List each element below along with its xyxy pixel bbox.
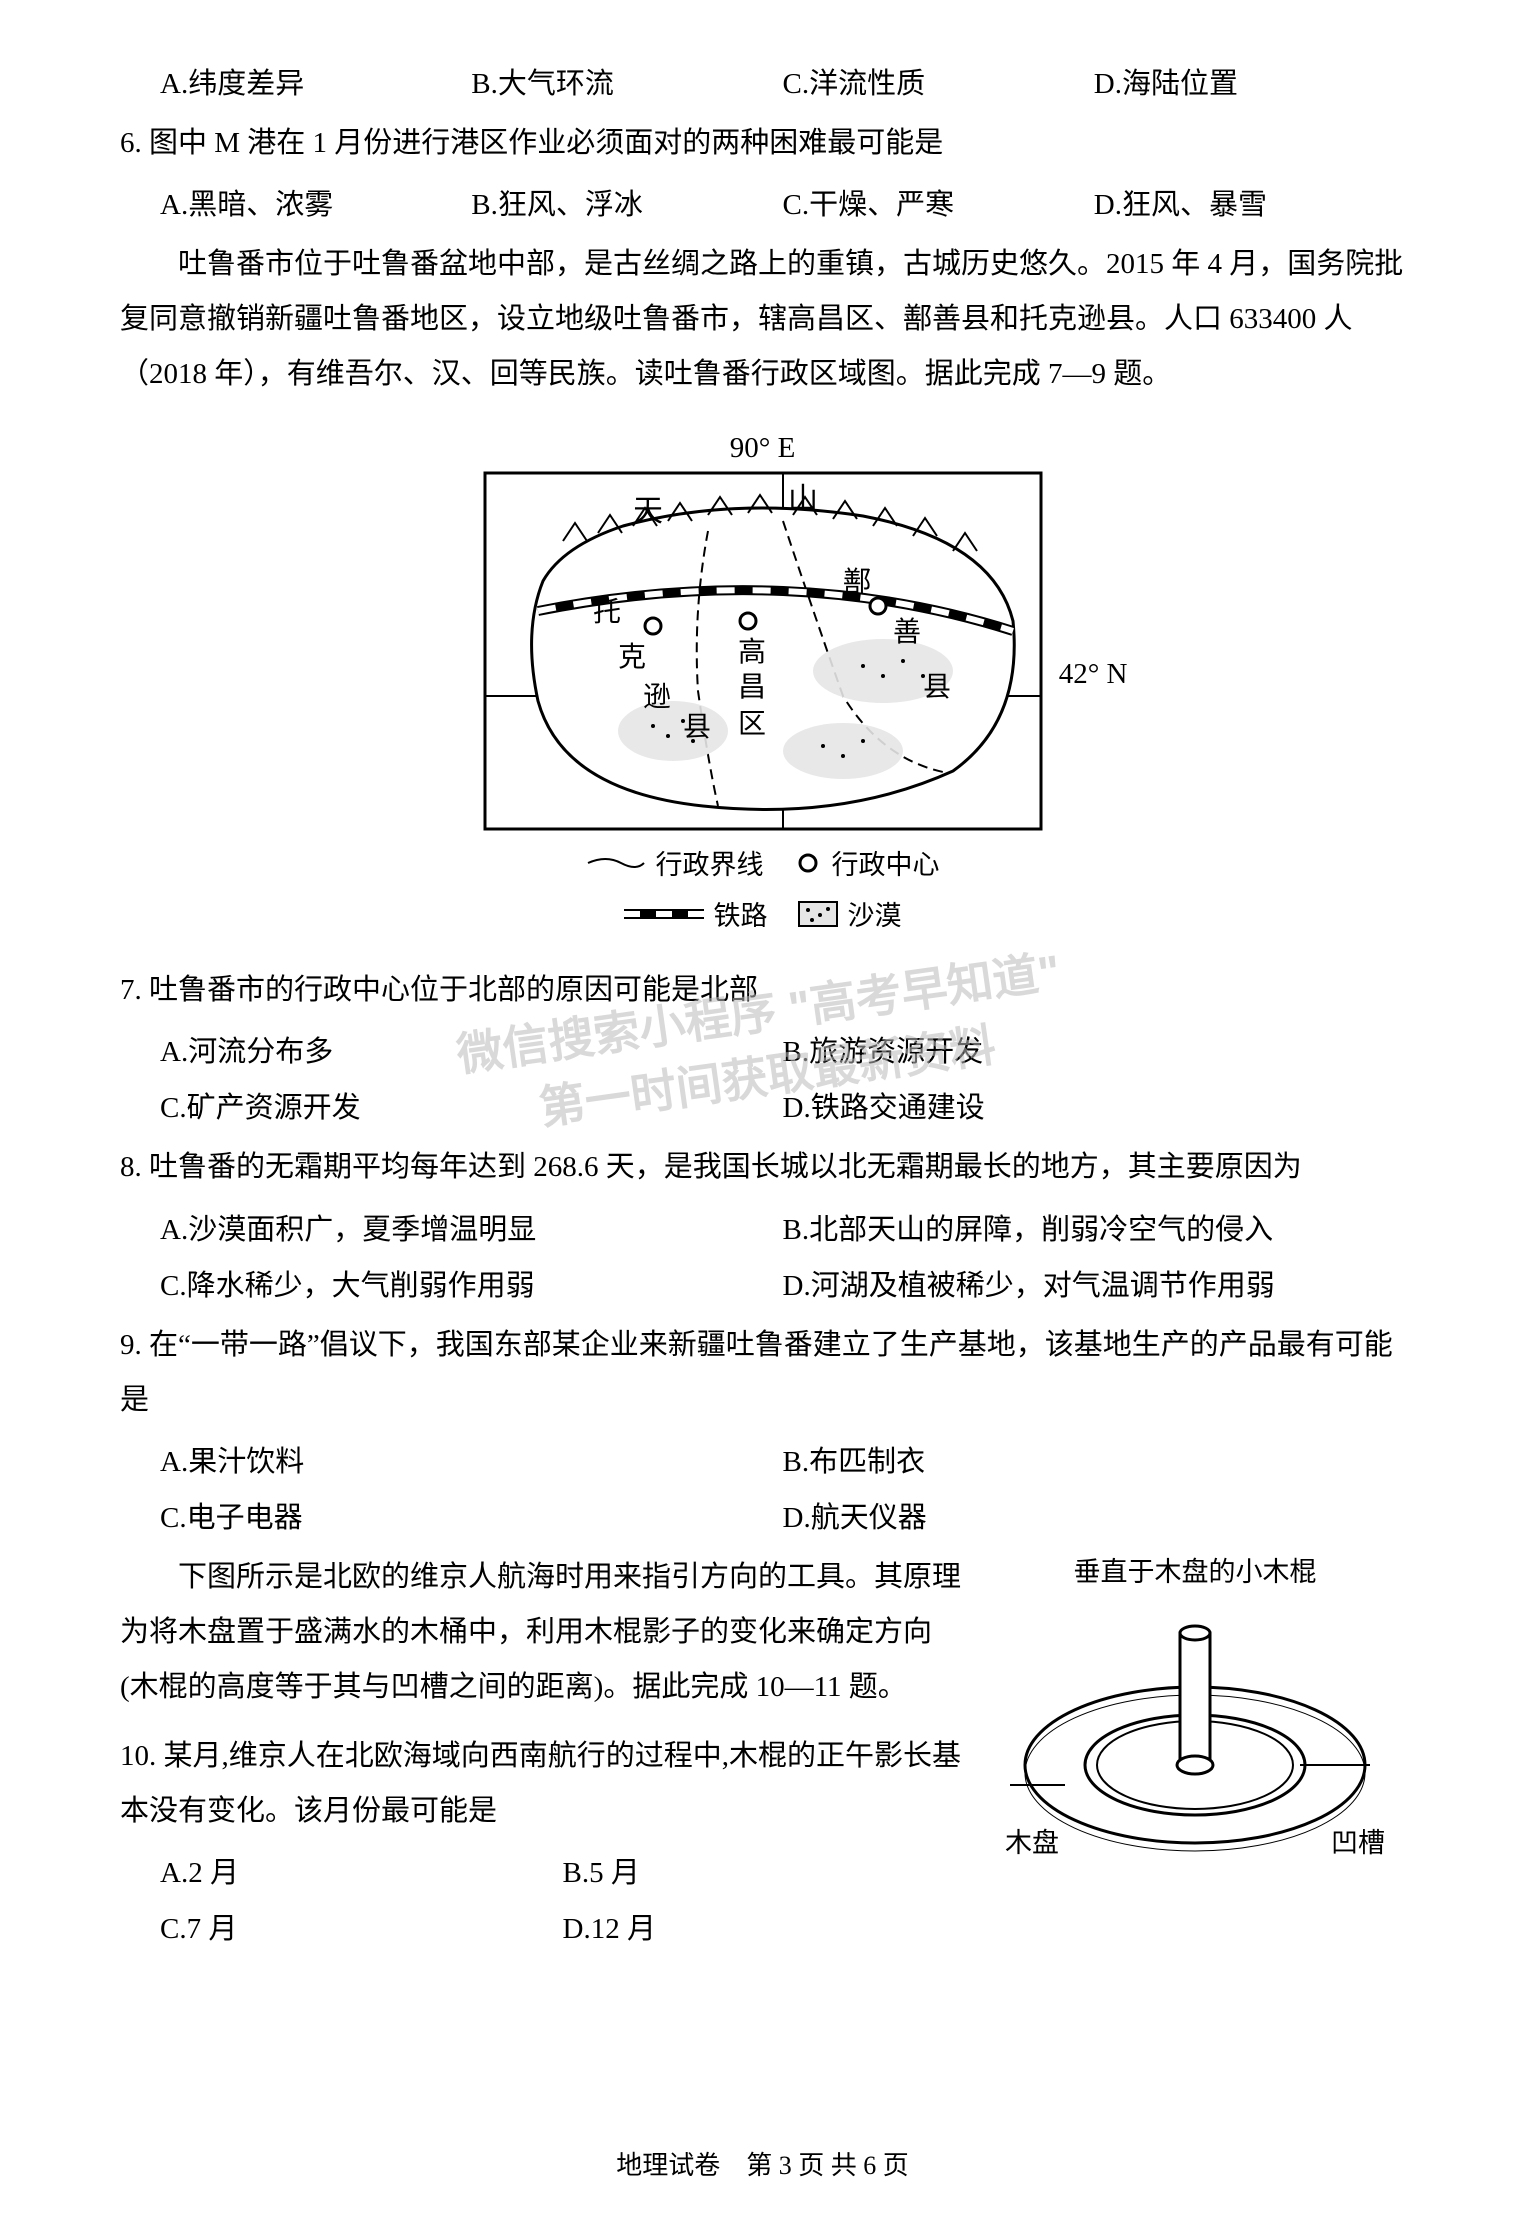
- map-svg: 天 山 托 克 逊 县 高 昌 区 鄯 善 县: [483, 471, 1043, 831]
- q10-options-cd: C.7 月 D.12 月: [120, 1905, 965, 1947]
- map-lat-label: 42° N: [1059, 658, 1128, 691]
- q7-stem: 7. 吐鲁番市的行政中心位于北部的原因可能是北部: [120, 963, 1405, 1018]
- legend-center: 行政中心: [794, 843, 940, 882]
- q7-opt-c: C.矿产资源开发: [160, 1084, 783, 1126]
- legend-center-label: 行政中心: [832, 843, 940, 882]
- svg-text:克: 克: [618, 642, 646, 673]
- q8-options-ab: A.沙漠面积广，夏季增温明显 B.北部天山的屏障，削弱冷空气的侵入: [120, 1206, 1405, 1248]
- tool-label-right-text: 凹槽: [1331, 1821, 1385, 1860]
- q8-opt-b: B.北部天山的屏障，削弱冷空气的侵入: [783, 1206, 1406, 1248]
- q7-options-cd: C.矿产资源开发 D.铁路交通建设: [120, 1084, 1405, 1126]
- q6-options: A.黑暗、浓雾 B.狂风、浮冰 C.干燥、严寒 D.狂风、暴雪: [120, 181, 1405, 223]
- map-figure: 90° E: [120, 432, 1405, 933]
- q10-stem: 10. 某月,维京人在北欧海域向西南航行的过程中,木棍的正午影长基本没有变化。该…: [120, 1729, 965, 1839]
- q7-opt-a: A.河流分布多: [160, 1028, 783, 1070]
- q9-opt-a: A.果汁饮料: [160, 1438, 783, 1480]
- map-label-shan: 山: [788, 483, 818, 516]
- svg-text:善: 善: [893, 616, 921, 648]
- q8-opt-d: D.河湖及植被稀少，对气温调节作用弱: [783, 1262, 1406, 1304]
- q6-opt-a: A.黑暗、浓雾: [160, 181, 471, 223]
- q10-opt-c: C.7 月: [160, 1905, 563, 1947]
- svg-text:高: 高: [738, 636, 766, 668]
- q7-options-ab: A.河流分布多 B.旅游资源开发: [120, 1028, 1405, 1070]
- q6-stem: 6. 图中 M 港在 1 月份进行港区作业必须面对的两种困难最可能是: [120, 116, 1405, 171]
- q9-opt-c: C.电子电器: [160, 1494, 783, 1536]
- svg-text:区: 区: [738, 709, 766, 740]
- svg-text:逊: 逊: [643, 682, 671, 713]
- svg-text:昌: 昌: [738, 672, 766, 703]
- q5-opt-c: C.洋流性质: [783, 60, 1094, 102]
- q6-opt-b: B.狂风、浮冰: [471, 181, 782, 223]
- q10-opt-a: A.2 月: [160, 1849, 563, 1891]
- legend-desert: 沙漠: [798, 894, 902, 933]
- legend-boundary-label: 行政界线: [656, 843, 764, 882]
- watermark-line2: 第一时间获取最新资料: [461, 1003, 1072, 1151]
- tool-label-top: 垂直于木盘的小木棍: [1074, 1550, 1317, 1589]
- q10-opt-d: D.12 月: [563, 1905, 966, 1947]
- q7-block: 微信搜索小程序 "高考早知道" 第一时间获取最新资料 7. 吐鲁番市的行政中心位…: [120, 963, 1405, 1126]
- q10-options-ab: A.2 月 B.5 月: [120, 1849, 965, 1891]
- passage-2: 下图所示是北欧的维京人航海时用来指引方向的工具。其原理为将木盘置于盛满水的木桶中…: [120, 1550, 965, 1715]
- legend-rail: 铁路: [624, 894, 768, 933]
- q7-opt-d: D.铁路交通建设: [783, 1084, 1406, 1126]
- svg-text:托: 托: [593, 596, 621, 628]
- q5-opt-a: A.纬度差异: [160, 60, 471, 102]
- svg-text:县: 县: [923, 672, 951, 703]
- svg-text:县: 县: [683, 712, 711, 743]
- q5-options: A.纬度差异 B.大气环流 C.洋流性质 D.海陆位置: [120, 60, 1405, 102]
- map-legend-row2: 铁路 沙漠: [483, 894, 1043, 933]
- q5-opt-d: D.海陆位置: [1094, 60, 1405, 102]
- legend-rail-label: 铁路: [714, 894, 768, 933]
- q8-options-cd: C.降水稀少，大气削弱作用弱 D.河湖及植被稀少，对气温调节作用弱: [120, 1262, 1405, 1304]
- svg-text:鄯: 鄯: [843, 566, 871, 598]
- map-label-tian: 天: [633, 495, 663, 528]
- q10-opt-b: B.5 月: [563, 1849, 966, 1891]
- legend-desert-label: 沙漠: [848, 894, 902, 933]
- legend-boundary: 行政界线: [586, 843, 764, 882]
- page-footer: 地理试卷 第 3 页 共 6 页: [0, 2145, 1525, 2182]
- q6-opt-d: D.狂风、暴雪: [1094, 181, 1405, 223]
- q7-opt-b: B.旅游资源开发: [783, 1028, 1406, 1070]
- passage-1: 吐鲁番市位于吐鲁番盆地中部，是古丝绸之路上的重镇，古城历史悠久。2015 年 4…: [120, 237, 1405, 402]
- q9-stem: 9. 在“一带一路”倡议下，我国东部某企业来新疆吐鲁番建立了生产基地，该基地生产…: [120, 1318, 1405, 1428]
- q9-opt-d: D.航天仪器: [783, 1494, 1406, 1536]
- q9-options-ab: A.果汁饮料 B.布匹制衣: [120, 1438, 1405, 1480]
- q8-stem: 8. 吐鲁番的无霜期平均每年达到 268.6 天，是我国长城以北无霜期最长的地方…: [120, 1140, 1405, 1195]
- map-lon-label: 90° E: [483, 432, 1043, 465]
- q9-opt-b: B.布匹制衣: [783, 1438, 1406, 1480]
- passage2-and-figure: 下图所示是北欧的维京人航海时用来指引方向的工具。其原理为将木盘置于盛满水的木桶中…: [120, 1550, 1405, 1961]
- map-legend-row1: 行政界线 行政中心: [483, 843, 1043, 882]
- q6-opt-c: C.干燥、严寒: [783, 181, 1094, 223]
- tool-label-left-text: 木盘: [1005, 1821, 1059, 1860]
- q8-opt-c: C.降水稀少，大气削弱作用弱: [160, 1262, 783, 1304]
- q5-opt-b: B.大气环流: [471, 60, 782, 102]
- q9-options-cd: C.电子电器 D.航天仪器: [120, 1494, 1405, 1536]
- q8-opt-a: A.沙漠面积广，夏季增温明显: [160, 1206, 783, 1248]
